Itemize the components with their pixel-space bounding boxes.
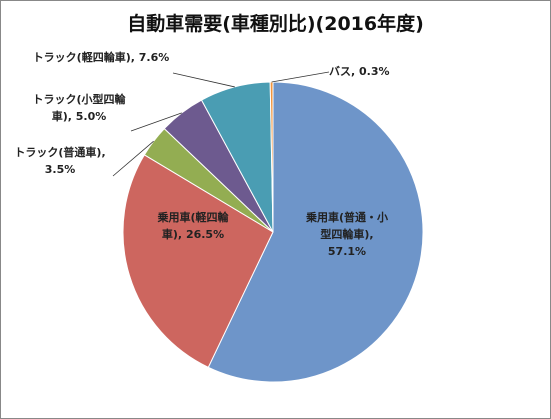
data-label: バス, 0.3% — [329, 63, 419, 80]
value-label: 0.3% — [359, 65, 390, 78]
category: トラック(普通車) — [14, 146, 102, 159]
category: 乗用車(普通・小型四輪車) — [305, 211, 389, 241]
separator: , — [101, 146, 106, 159]
category: 乗用車(軽四輪車) — [157, 211, 229, 241]
chart-title: 自動車需要(車種別比)(2016年度) — [127, 13, 424, 35]
value-label: 7.6% — [138, 51, 170, 64]
value-label: 3.5% — [44, 163, 76, 176]
data-label: トラック(普通車), 3.5% — [5, 144, 115, 178]
leader-line — [172, 72, 235, 88]
data-label: 乗用車(軽四輪車), 26.5% — [149, 209, 237, 243]
separator: , — [67, 110, 72, 123]
category: バス — [329, 65, 351, 78]
value-label: 5.0% — [75, 110, 107, 123]
leader-line — [130, 112, 182, 132]
pie-slice — [122, 154, 274, 368]
separator: , — [369, 228, 374, 241]
value-label: 26.5% — [185, 228, 225, 241]
separator: , — [130, 51, 135, 64]
category: トラック(軽四輪車) — [32, 51, 131, 64]
separator: , — [351, 65, 356, 78]
leader-line — [271, 71, 330, 83]
category: トラック(小型四輪車) — [32, 93, 126, 123]
data-label: トラック(小型四輪車), 5.0% — [29, 91, 129, 125]
data-label: 乗用車(普通・小型四輪車), 57.1% — [301, 209, 393, 260]
separator: , — [177, 228, 183, 241]
pie-slice — [207, 81, 424, 383]
value-label: 57.1% — [327, 245, 367, 258]
data-label: トラック(軽四輪車), 7.6% — [31, 49, 171, 66]
leader-line — [112, 140, 154, 177]
